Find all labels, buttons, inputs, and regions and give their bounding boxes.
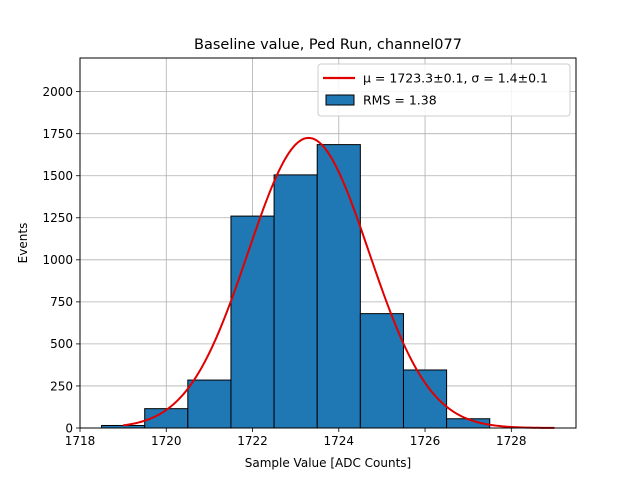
y-axis-label: Events — [16, 223, 30, 264]
x-tick-label: 1726 — [410, 434, 441, 448]
y-tick-label: 2000 — [42, 85, 73, 99]
y-tick-label: 0 — [65, 421, 73, 435]
x-tick-label: 1724 — [324, 434, 355, 448]
x-axis-label: Sample Value [ADC Counts] — [245, 456, 411, 470]
legend: μ = 1723.3±0.1, σ = 1.4±0.1 RMS = 1.38 — [317, 63, 571, 117]
x-axis-ticks: 1718 1720 1722 1724 1726 1728 — [65, 428, 527, 448]
histogram-bar — [230, 215, 275, 429]
x-tick-label: 1722 — [237, 434, 268, 448]
y-tick-label: 250 — [50, 379, 73, 393]
histogram-bar — [273, 174, 318, 429]
x-tick-label: 1720 — [151, 434, 182, 448]
histogram-bars — [101, 144, 491, 429]
y-axis-ticks: 0 250 500 750 1000 1250 1500 1750 2000 — [42, 85, 80, 435]
y-tick-label: 1250 — [42, 211, 73, 225]
y-tick-label: 500 — [50, 337, 73, 351]
legend-label: μ = 1723.3±0.1, σ = 1.4±0.1 — [363, 71, 548, 86]
legend-label: RMS = 1.38 — [363, 93, 437, 108]
histogram-bar — [402, 369, 448, 429]
plot-frame — [79, 57, 577, 429]
x-tick-label: 1718 — [65, 434, 96, 448]
x-tick-label: 1728 — [496, 434, 527, 448]
chart-title: Baseline value, Ped Run, channel077 — [194, 37, 462, 53]
legend-box — [317, 63, 571, 117]
histogram-bar — [187, 379, 232, 429]
legend-patch-swatch — [325, 94, 355, 106]
y-tick-label: 1750 — [42, 127, 73, 141]
y-tick-label: 750 — [50, 295, 73, 309]
fit-curve — [122, 136, 555, 429]
histogram-bar — [316, 144, 361, 429]
gaussian-fit — [122, 136, 555, 429]
y-tick-label: 1500 — [42, 169, 73, 183]
y-tick-label: 1000 — [42, 253, 73, 267]
